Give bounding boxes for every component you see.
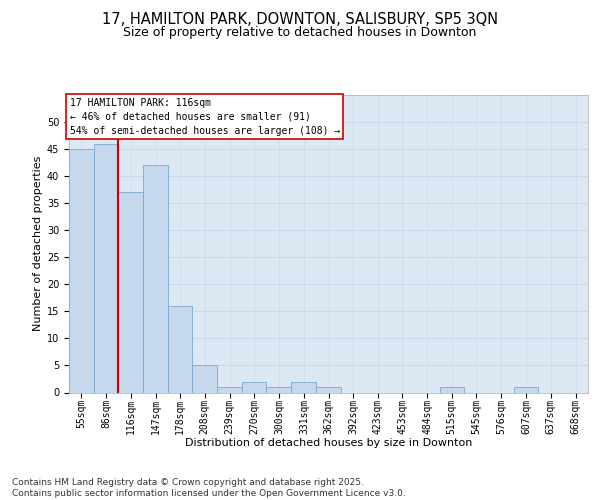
Bar xyxy=(118,192,143,392)
Bar xyxy=(168,306,193,392)
Text: Contains HM Land Registry data © Crown copyright and database right 2025.
Contai: Contains HM Land Registry data © Crown c… xyxy=(12,478,406,498)
Bar xyxy=(193,366,217,392)
Bar xyxy=(316,387,341,392)
Bar xyxy=(514,387,538,392)
Bar xyxy=(143,166,168,392)
X-axis label: Distribution of detached houses by size in Downton: Distribution of detached houses by size … xyxy=(185,438,472,448)
Bar xyxy=(242,382,266,392)
Text: 17, HAMILTON PARK, DOWNTON, SALISBURY, SP5 3QN: 17, HAMILTON PARK, DOWNTON, SALISBURY, S… xyxy=(102,12,498,28)
Text: 17 HAMILTON PARK: 116sqm
← 46% of detached houses are smaller (91)
54% of semi-d: 17 HAMILTON PARK: 116sqm ← 46% of detach… xyxy=(70,98,340,136)
Bar xyxy=(292,382,316,392)
Text: Size of property relative to detached houses in Downton: Size of property relative to detached ho… xyxy=(124,26,476,39)
Y-axis label: Number of detached properties: Number of detached properties xyxy=(32,156,43,332)
Bar xyxy=(94,144,118,392)
Bar xyxy=(69,149,94,392)
Bar xyxy=(217,387,242,392)
Bar xyxy=(440,387,464,392)
Bar xyxy=(266,387,292,392)
